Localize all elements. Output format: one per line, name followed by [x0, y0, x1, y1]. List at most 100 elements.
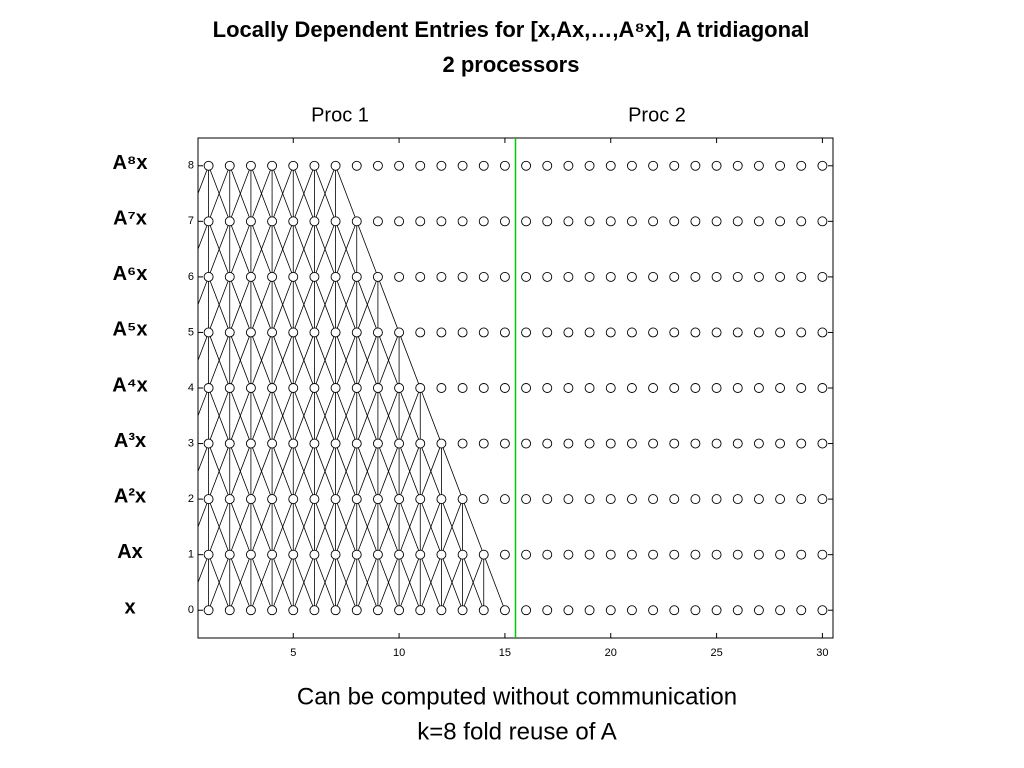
- entry: [267, 160, 278, 171]
- x-tick-label: 15: [499, 647, 511, 659]
- edges: [198, 165, 506, 611]
- entry: [542, 383, 553, 393]
- entry: [415, 383, 426, 393]
- entry: [563, 216, 574, 227]
- dependency-edge: [356, 443, 379, 500]
- entry: [457, 327, 468, 338]
- dependency-edge: [462, 554, 485, 611]
- entry: [753, 605, 764, 616]
- dependency-edge: [198, 554, 209, 584]
- dependency-edge: [314, 165, 336, 222]
- entry: [796, 549, 807, 560]
- entry: [753, 160, 764, 171]
- entry: [436, 216, 447, 227]
- entry: [542, 160, 553, 171]
- entry: [478, 327, 489, 338]
- entry: [563, 160, 574, 171]
- y-tick-label: 5: [188, 326, 194, 338]
- entry: [817, 605, 828, 616]
- entry: [626, 216, 637, 227]
- entry: [521, 327, 532, 338]
- entry: [330, 327, 341, 338]
- dependency-edge: [377, 554, 400, 611]
- dependency-edge: [356, 332, 379, 389]
- entry: [309, 271, 320, 282]
- entry: [732, 383, 743, 393]
- entry: [796, 605, 807, 616]
- entry: [690, 549, 701, 560]
- entry: [732, 271, 743, 282]
- entry: [245, 494, 256, 505]
- entry: [245, 271, 256, 282]
- entry: [732, 549, 743, 560]
- entry: [309, 494, 320, 505]
- entry: [394, 383, 405, 393]
- entry: [267, 605, 278, 616]
- y-tick-label: 2: [188, 493, 194, 505]
- entry: [415, 271, 426, 282]
- note: Can be computed without communication: [297, 683, 737, 710]
- dependency-edge: [377, 276, 400, 333]
- entry: [563, 605, 574, 616]
- entry: [626, 383, 637, 393]
- x-tick-label: 10: [393, 647, 405, 659]
- entry: [203, 605, 214, 616]
- dependency-edge: [250, 443, 273, 500]
- dependency-edge: [250, 221, 273, 278]
- entry: [224, 383, 235, 393]
- entry: [521, 383, 532, 393]
- entry: [563, 383, 574, 393]
- entry: [648, 605, 659, 616]
- entry: [690, 605, 701, 616]
- entry: [309, 383, 320, 393]
- dependency-edge: [198, 387, 209, 417]
- entry: [796, 216, 807, 227]
- dependency-edge: [198, 332, 209, 362]
- dependency-edge: [419, 554, 442, 611]
- entry: [753, 438, 764, 449]
- entry: [457, 383, 468, 393]
- entry: [775, 216, 786, 227]
- dependency-edge: [314, 332, 336, 389]
- entry: [775, 271, 786, 282]
- entry: [478, 494, 489, 505]
- entry: [203, 327, 214, 338]
- entry: [521, 438, 532, 449]
- y-tick-label: 4: [188, 382, 194, 394]
- entry: [711, 438, 722, 449]
- y-tick-label: 8: [188, 160, 194, 172]
- entry: [690, 438, 701, 449]
- entry: [521, 494, 532, 505]
- entry: [394, 438, 405, 449]
- entry: [711, 383, 722, 393]
- dependency-edge: [441, 498, 463, 555]
- dependency-edge: [250, 276, 273, 333]
- entry: [626, 327, 637, 338]
- entry: [394, 327, 405, 338]
- entry: [288, 383, 299, 393]
- entry: [669, 383, 680, 393]
- entry: [542, 605, 553, 616]
- entry: [436, 271, 447, 282]
- entry: [372, 438, 383, 449]
- entry: [415, 549, 426, 560]
- dependency-edge: [208, 498, 231, 555]
- entry: [351, 216, 362, 227]
- entry: [224, 271, 235, 282]
- entry: [203, 494, 214, 505]
- entry: [648, 216, 659, 227]
- entry: [372, 605, 383, 616]
- entry: [648, 494, 659, 505]
- entry: [817, 327, 828, 338]
- entry: [372, 549, 383, 560]
- dependency-edge: [335, 276, 358, 333]
- entry: [753, 271, 764, 282]
- entry: [330, 494, 341, 505]
- entry: [394, 271, 405, 282]
- entry: [267, 327, 278, 338]
- dependency-edge: [335, 554, 358, 611]
- dependency-edge: [292, 165, 315, 222]
- entry: [711, 160, 722, 171]
- entry: [584, 327, 595, 338]
- dependency-edge: [335, 332, 358, 389]
